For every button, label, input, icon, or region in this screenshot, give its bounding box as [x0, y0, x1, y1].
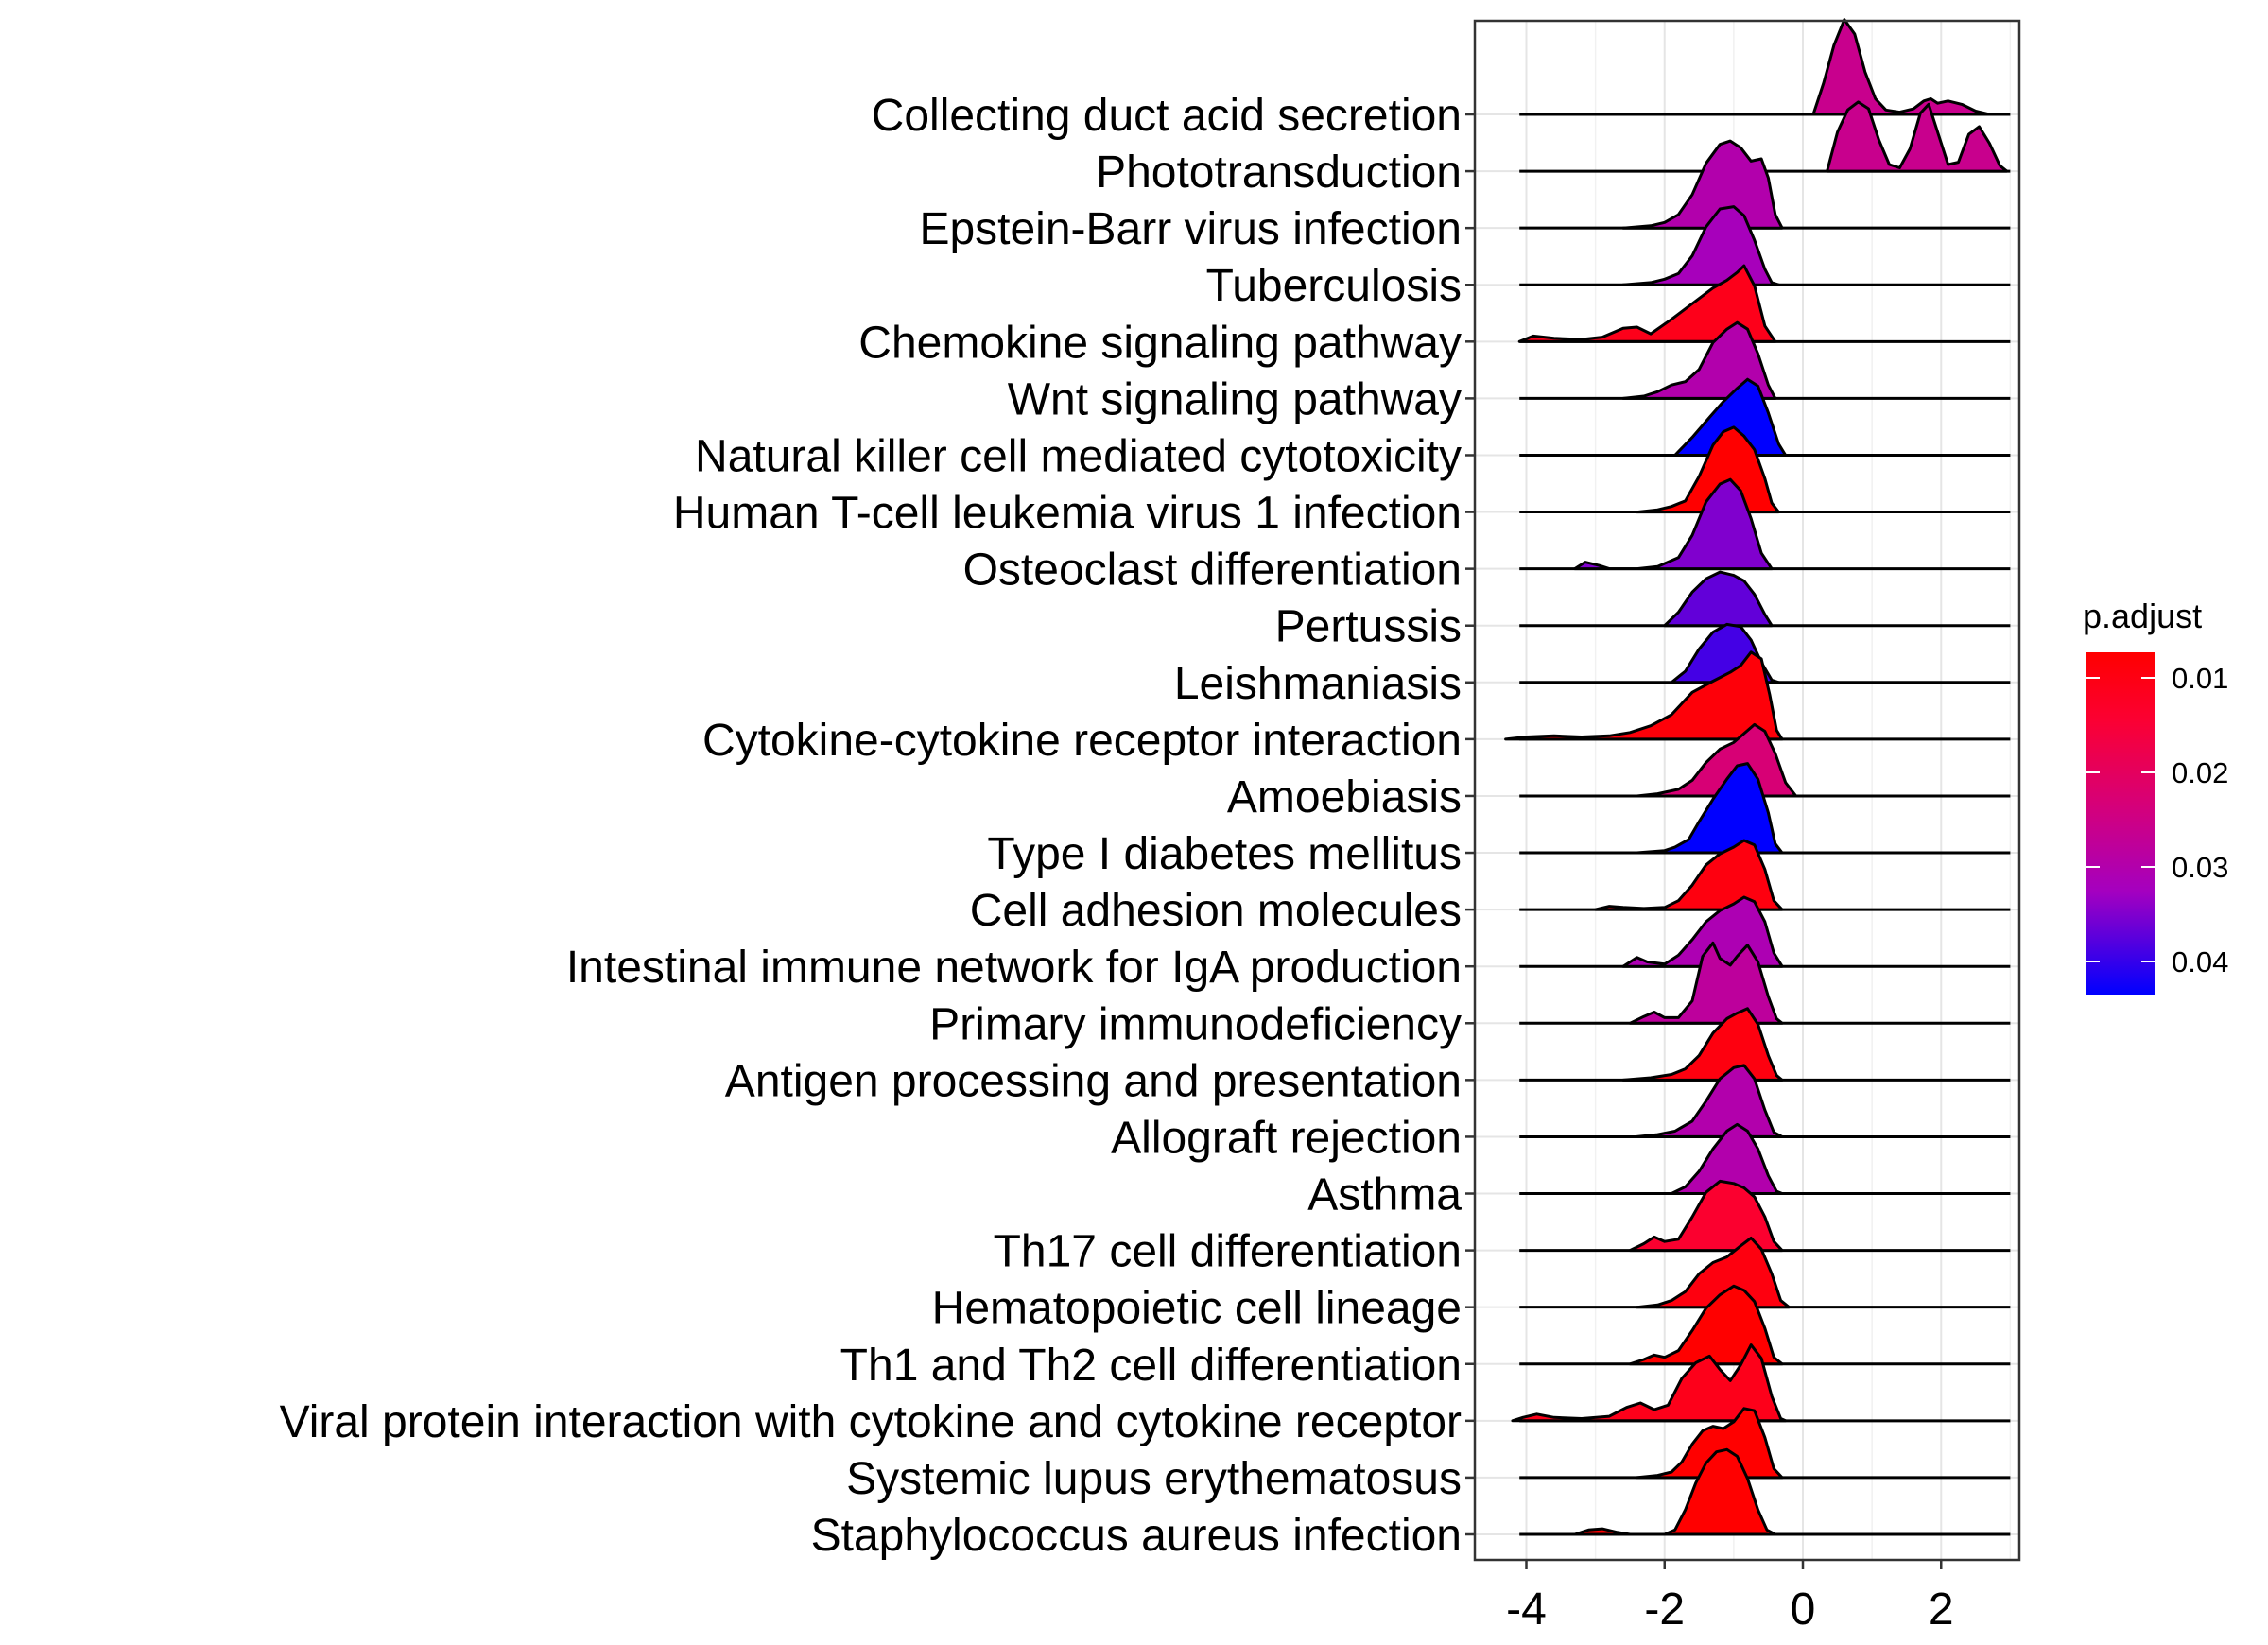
- ridge-type-i-diabetes-mellitus: [1519, 762, 2011, 855]
- category-label: Th1 and Th2 cell differentiation: [840, 1341, 1462, 1391]
- category-label: Antigen processing and presentation: [725, 1056, 1462, 1106]
- category-label: Type I diabetes mellitus: [987, 829, 1462, 879]
- category-label: Phototransduction: [1096, 147, 1462, 198]
- category-label: Leishmaniasis: [1174, 659, 1462, 709]
- category-label: Tuberculosis: [1206, 261, 1462, 311]
- category-label: Cell adhesion molecules: [970, 886, 1462, 936]
- category-label: Hematopoietic cell lineage: [932, 1284, 1462, 1334]
- legend-tick-label: 0.01: [2172, 662, 2228, 695]
- ridge-natural-killer-cell-mediated-cytotoxicity: [1519, 377, 2011, 457]
- legend-ticks: 0.01 0.02 0.03 0.04: [2086, 662, 2228, 978]
- ridge-density: [1670, 1122, 1784, 1195]
- ridge-density: [1636, 1064, 1784, 1138]
- ridge-density: [1636, 1237, 1791, 1309]
- ridge-epstein-barr-virus-infection: [1519, 139, 2011, 230]
- category-label: Th17 cell differentiation: [994, 1227, 1462, 1277]
- category-label: Natural killer cell mediated cytotoxicit…: [695, 431, 1462, 481]
- ridge-tuberculosis: [1519, 205, 2011, 286]
- ridge-density: [1511, 1343, 1788, 1423]
- ridge-th1-and-th2-cell-differentiation: [1519, 1284, 2011, 1366]
- x-axis: -4 -2 0 2: [1506, 1560, 1954, 1635]
- category-label: Primary immunodeficiency: [929, 999, 1462, 1049]
- ridge-density: [1636, 762, 1784, 855]
- category-label: Systemic lupus erythematosus: [846, 1454, 1462, 1504]
- ridge-wnt-signaling-pathway: [1519, 320, 2011, 400]
- category-label: Osteoclast differentiation: [963, 545, 1462, 596]
- ridge-density: [1573, 477, 1774, 571]
- legend-colorbar: [2086, 652, 2155, 995]
- legend: p.adjust 0.01 0.02 0.03 0.04: [2083, 597, 2228, 995]
- ridge-hematopoietic-cell-lineage: [1519, 1237, 2011, 1309]
- ridge-density: [1621, 139, 1784, 230]
- legend-title: p.adjust: [2083, 597, 2202, 635]
- ridge-density: [1573, 1447, 1777, 1536]
- ridge-systemic-lupus-erythematosus: [1519, 1407, 2011, 1480]
- category-label: Pertussis: [1275, 602, 1462, 652]
- ridge-density: [1628, 941, 1784, 1025]
- category-label: Cytokine-cytokine receptor interaction: [702, 716, 1462, 766]
- ridge-density: [1826, 100, 2009, 173]
- ridge-cell-adhesion-molecules: [1519, 839, 2011, 911]
- ridge-th17-cell-differentiation: [1519, 1179, 2011, 1253]
- category-label: Collecting duct acid secretion: [872, 91, 1462, 141]
- x-tick-label: 2: [1929, 1584, 1954, 1635]
- ridge-density: [1594, 839, 1784, 911]
- ridge-chemokine-signaling-pathway: [1517, 264, 2011, 343]
- category-label: Amoebiasis: [1227, 772, 1462, 822]
- category-label: Viral protein interaction with cytokine …: [280, 1397, 1462, 1447]
- ridge-osteoclast-differentiation: [1519, 477, 2011, 571]
- ridges: [1504, 18, 2011, 1536]
- ridge-allograft-rejection: [1519, 1064, 2011, 1138]
- ridge-density: [1621, 1007, 1784, 1082]
- ridge-density: [1636, 1407, 1784, 1480]
- ridge-staphylococcus-aureus-infection: [1519, 1447, 2011, 1536]
- ridge-density: [1621, 205, 1780, 286]
- ridge-viral-protein-interaction-with-cytokine-and-cytokine-receptor: [1511, 1343, 2011, 1423]
- ridge-density: [1621, 320, 1777, 400]
- category-labels: Collecting duct acid secretion Phototrans…: [280, 91, 1475, 1561]
- category-label: Wnt signaling pathway: [1008, 374, 1462, 424]
- category-label: Intestinal immune network for IgA produc…: [566, 943, 1462, 993]
- category-label: Allograft rejection: [1111, 1113, 1462, 1163]
- ridge-pertussis: [1519, 570, 2011, 628]
- legend-tick-label: 0.04: [2172, 945, 2228, 978]
- legend-tick-label: 0.02: [2172, 756, 2228, 789]
- category-label: Human T-cell leukemia virus 1 infection: [673, 489, 1462, 539]
- ridge-primary-immunodeficiency: [1519, 941, 2011, 1025]
- plot-panel-border: [1473, 19, 2021, 1562]
- ridge-density: [1636, 425, 1780, 514]
- ridge-density: [1628, 1179, 1784, 1253]
- legend-tick-label: 0.03: [2172, 851, 2228, 884]
- x-tick-label: -2: [1644, 1584, 1685, 1635]
- ridge-antigen-processing-and-presentation: [1519, 1007, 2011, 1082]
- ridge-human-t-cell-leukemia-virus-1-infection: [1519, 425, 2011, 514]
- x-tick-label: 0: [1791, 1584, 1816, 1635]
- ridge-density: [1517, 264, 1777, 343]
- category-label: Chemokine signaling pathway: [858, 318, 1462, 368]
- ridge-density: [1628, 1284, 1784, 1366]
- category-label: Epstein-Barr virus infection: [919, 204, 1462, 254]
- ridge-density: [1811, 18, 1991, 116]
- ridge-density: [1663, 570, 1774, 628]
- category-label: Staphylococcus aureus infection: [811, 1511, 1462, 1561]
- x-tick-label: -4: [1506, 1584, 1547, 1635]
- ridge-density: [1504, 650, 1784, 741]
- category-label: Asthma: [1307, 1170, 1462, 1221]
- ridge-asthma: [1519, 1122, 2011, 1196]
- ridge-density: [1673, 377, 1788, 457]
